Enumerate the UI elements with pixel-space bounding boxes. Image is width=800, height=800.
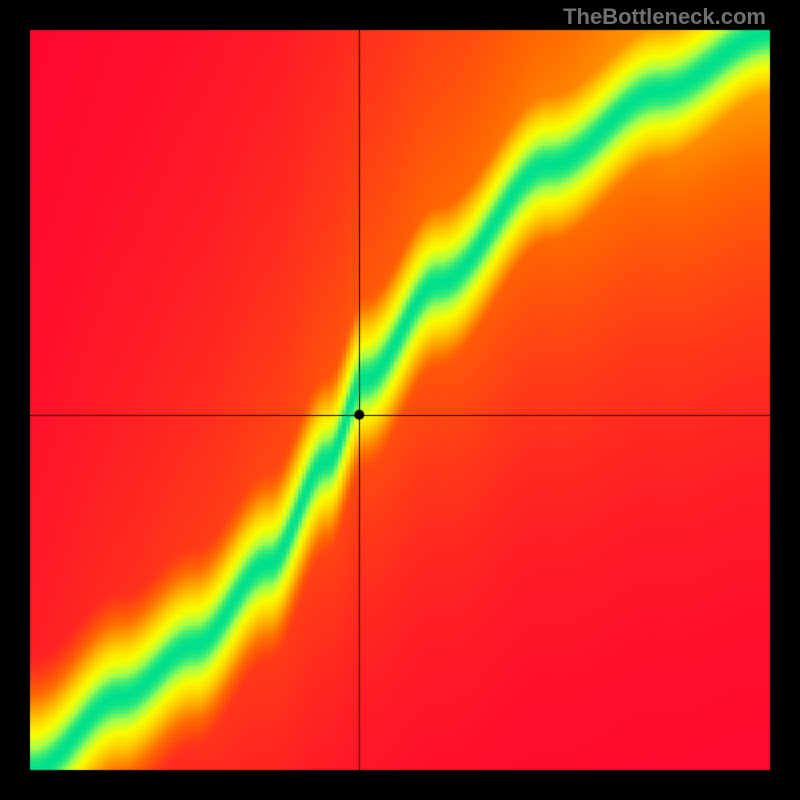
heatmap-canvas [0, 0, 800, 800]
watermark-text: TheBottleneck.com [563, 4, 766, 30]
chart-container: TheBottleneck.com [0, 0, 800, 800]
